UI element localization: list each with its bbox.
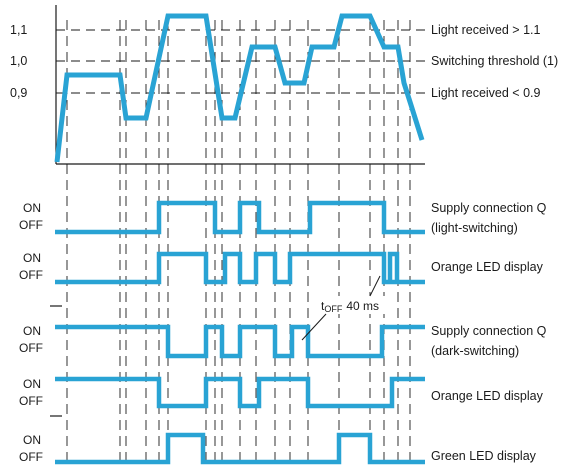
row3-on-label: ON — [23, 324, 41, 338]
green-led-wave — [55, 432, 425, 465]
level-label-1-1: 1,1 — [10, 23, 27, 37]
orange-led-dark-switching-wave — [55, 376, 425, 409]
row1-label-line2: (light-switching) — [431, 221, 518, 235]
toff-annotation: tOFF 40 ms — [301, 275, 392, 341]
axes — [50, 5, 425, 417]
digital-waveforms — [55, 200, 425, 465]
row5-on-label: ON — [23, 433, 41, 447]
level-label-1-0: 1,0 — [10, 54, 27, 68]
row1-on-label: ON — [23, 201, 41, 215]
row2-label: Orange LED display — [431, 260, 544, 274]
row1-off-label: OFF — [19, 218, 43, 232]
level-label-0-9: 0,9 — [10, 86, 27, 100]
light-signal-curve — [54, 13, 425, 163]
supply-light-switching-wave — [55, 200, 425, 235]
toff-leader-left — [301, 313, 327, 341]
supply-dark-switching-wave — [55, 324, 425, 359]
light-received-high-label: Light received > 1.1 — [431, 23, 540, 37]
row2-on-label: ON — [23, 251, 41, 265]
row3-label-line1: Supply connection Q — [431, 324, 547, 338]
light-received-low-label: Light received < 0.9 — [431, 86, 540, 100]
row1-label-line1: Supply connection Q — [431, 201, 547, 215]
row3-off-label: OFF — [19, 341, 43, 355]
toff-leader-right — [369, 275, 381, 297]
row4-label: Orange LED display — [431, 389, 544, 403]
row5-off-label: OFF — [19, 450, 43, 464]
switching-threshold-label: Switching threshold (1) — [431, 54, 558, 68]
row5-label: Green LED display — [431, 449, 537, 463]
state-labels: ON OFF ON OFF ON OFF ON OFF ON OFF — [19, 201, 43, 464]
orange-led-light-switching-wave — [55, 251, 425, 285]
toff-label: tOFF 40 ms — [321, 299, 379, 314]
toff-label-background — [316, 296, 392, 314]
row4-on-label: ON — [23, 377, 41, 391]
row4-off-label: OFF — [19, 394, 43, 408]
row2-off-label: OFF — [19, 268, 43, 282]
row3-label-line2: (dark-switching) — [431, 344, 519, 358]
